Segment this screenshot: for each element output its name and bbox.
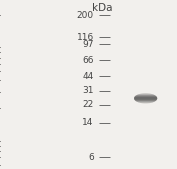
Text: 97: 97 bbox=[82, 40, 94, 49]
Text: 44: 44 bbox=[82, 72, 94, 81]
Text: 22: 22 bbox=[82, 100, 94, 109]
Text: 6: 6 bbox=[88, 153, 94, 162]
Text: kDa: kDa bbox=[92, 3, 113, 13]
Text: 14: 14 bbox=[82, 118, 94, 127]
Text: 31: 31 bbox=[82, 86, 94, 95]
Text: 200: 200 bbox=[77, 11, 94, 20]
Text: 116: 116 bbox=[77, 33, 94, 42]
Text: 66: 66 bbox=[82, 56, 94, 65]
